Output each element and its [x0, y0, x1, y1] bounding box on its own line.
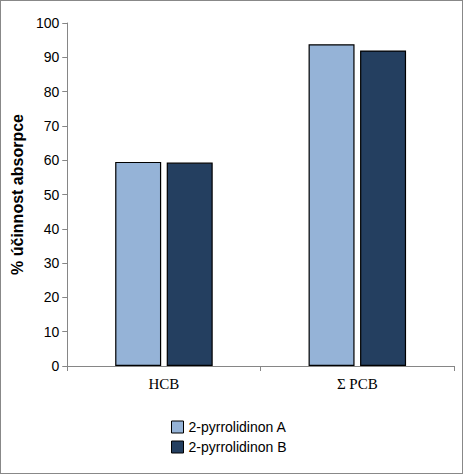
- svg-text:60: 60: [44, 152, 60, 168]
- svg-text:20: 20: [44, 289, 60, 305]
- svg-text:50: 50: [44, 187, 60, 203]
- svg-text:100: 100: [36, 15, 60, 31]
- svg-text:Σ PCB: Σ PCB: [337, 376, 378, 392]
- svg-text:10: 10: [44, 324, 60, 340]
- svg-text:30: 30: [44, 255, 60, 271]
- svg-text:70: 70: [44, 118, 60, 134]
- svg-text:80: 80: [44, 84, 60, 100]
- svg-text:2-pyrrolidinon A: 2-pyrrolidinon A: [189, 419, 287, 435]
- svg-text:% účinnost absorpce: % účinnost absorpce: [9, 114, 26, 275]
- svg-text:0: 0: [51, 358, 59, 374]
- svg-text:90: 90: [44, 49, 60, 65]
- svg-text:HCB: HCB: [149, 376, 180, 392]
- svg-text:2-pyrrolidinon B: 2-pyrrolidinon B: [189, 439, 287, 455]
- svg-text:40: 40: [44, 221, 60, 237]
